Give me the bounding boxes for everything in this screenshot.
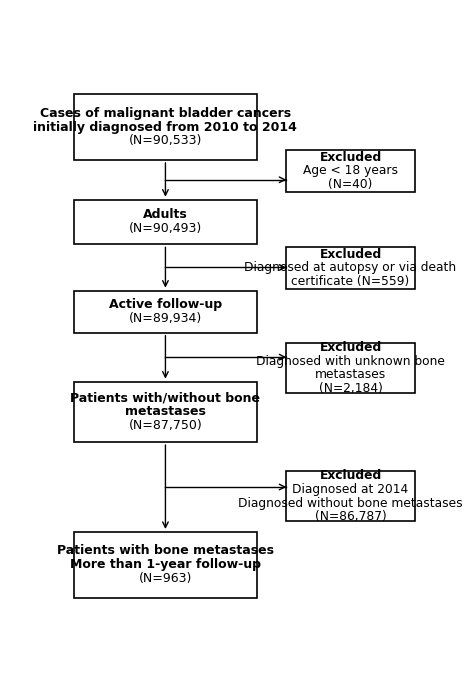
Text: metastases: metastases bbox=[125, 406, 206, 419]
Text: (N=90,533): (N=90,533) bbox=[129, 134, 202, 147]
Bar bbox=[287, 471, 415, 521]
Text: Diagnosed with unknown bone: Diagnosed with unknown bone bbox=[256, 355, 445, 368]
Text: Excluded: Excluded bbox=[319, 151, 382, 164]
Text: (N=87,750): (N=87,750) bbox=[129, 419, 202, 432]
Text: Excluded: Excluded bbox=[319, 248, 382, 261]
Text: metastases: metastases bbox=[315, 369, 386, 382]
Text: (N=40): (N=40) bbox=[328, 178, 373, 191]
Text: Patients with/without bone: Patients with/without bone bbox=[70, 391, 261, 404]
Bar bbox=[74, 199, 257, 245]
Text: certificate (N=559): certificate (N=559) bbox=[291, 275, 410, 288]
Bar bbox=[74, 382, 257, 443]
Text: (N=89,934): (N=89,934) bbox=[129, 312, 202, 325]
Text: Excluded: Excluded bbox=[319, 341, 382, 354]
Text: initially diagnosed from 2010 to 2014: initially diagnosed from 2010 to 2014 bbox=[34, 121, 298, 134]
Text: (N=963): (N=963) bbox=[139, 572, 192, 585]
Text: More than 1-year follow-up: More than 1-year follow-up bbox=[70, 558, 261, 571]
Text: Active follow-up: Active follow-up bbox=[109, 298, 222, 311]
Text: Excluded: Excluded bbox=[319, 469, 382, 482]
Bar bbox=[74, 290, 257, 333]
Text: (N=90,493): (N=90,493) bbox=[129, 223, 202, 236]
Bar bbox=[74, 94, 257, 160]
Text: Diagnosed at 2014: Diagnosed at 2014 bbox=[292, 483, 409, 496]
Text: (N=86,787): (N=86,787) bbox=[315, 510, 386, 523]
Text: Patients with bone metastases: Patients with bone metastases bbox=[57, 545, 274, 558]
Bar bbox=[74, 532, 257, 598]
Text: Adults: Adults bbox=[143, 208, 188, 221]
Bar bbox=[287, 150, 415, 192]
Text: Cases of malignant bladder cancers: Cases of malignant bladder cancers bbox=[40, 107, 291, 120]
Text: Diagnosed without bone metastases: Diagnosed without bone metastases bbox=[238, 497, 463, 510]
Text: (N=2,184): (N=2,184) bbox=[319, 382, 383, 395]
Bar bbox=[287, 343, 415, 393]
Bar bbox=[287, 247, 415, 289]
Text: Diagnosed at autopsy or via death: Diagnosed at autopsy or via death bbox=[245, 262, 456, 275]
Text: Age < 18 years: Age < 18 years bbox=[303, 164, 398, 177]
